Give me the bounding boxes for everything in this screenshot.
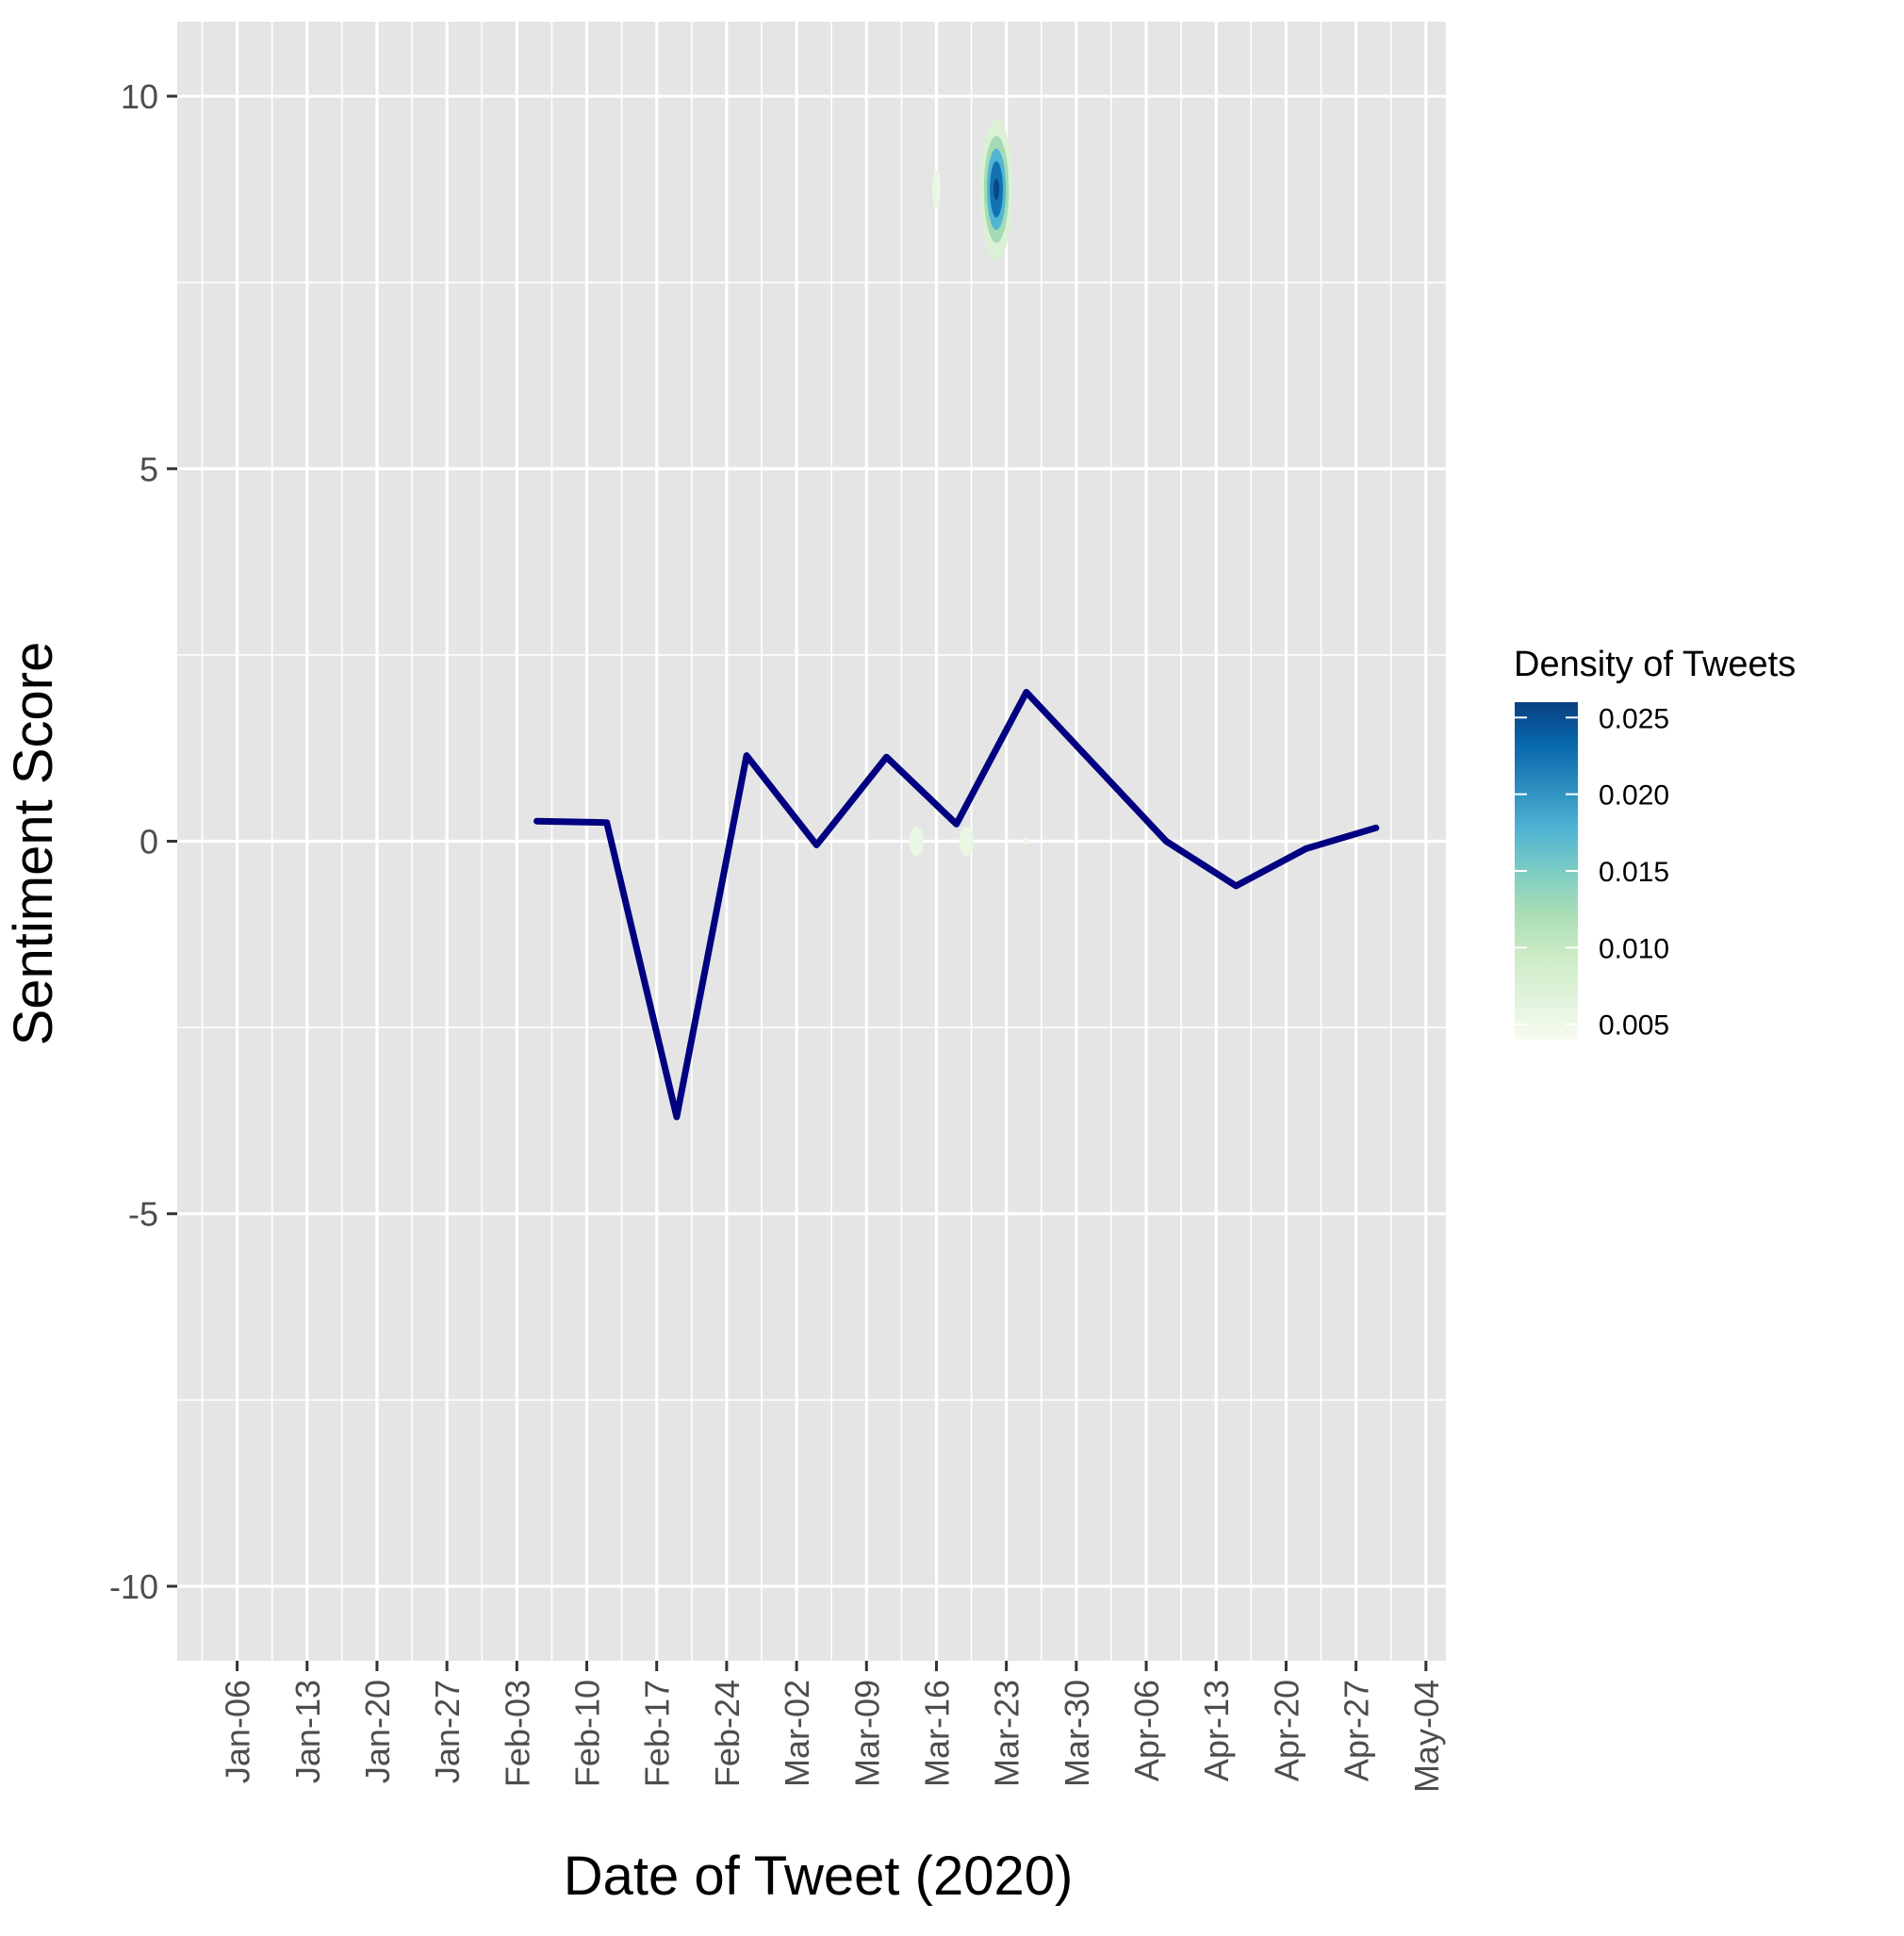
x-tick-label: Jan-06 [219, 1680, 257, 1783]
x-tick-label: Feb-03 [498, 1680, 536, 1787]
x-tick-label: Jan-13 [288, 1680, 327, 1783]
x-tick-label: Apr-13 [1197, 1680, 1236, 1781]
y-tick-label: -5 [128, 1195, 158, 1234]
y-axis-title: Sentiment Score [3, 642, 64, 1046]
x-axis-title: Date of Tweet (2020) [564, 1846, 1074, 1907]
x-tick-label: Feb-24 [708, 1680, 747, 1787]
x-tick-label: Mar-30 [1058, 1680, 1096, 1787]
x-tick-label: Feb-10 [568, 1680, 607, 1787]
legend-label: 0.010 [1599, 933, 1669, 964]
density-contours [909, 119, 1029, 857]
density-contour-band [959, 826, 974, 857]
legend-label: 0.015 [1599, 857, 1669, 888]
x-tick-label: Apr-27 [1338, 1680, 1376, 1781]
x-tick-label: May-04 [1407, 1680, 1446, 1793]
x-tick-label: Apr-20 [1267, 1680, 1305, 1781]
y-tick-label: 0 [140, 823, 158, 861]
x-tick-label: Feb-17 [638, 1680, 677, 1787]
sentiment-line-series [533, 688, 1380, 1121]
grid-lines [177, 22, 1446, 1661]
legend-title: Density of Tweets [1514, 645, 1796, 684]
x-tick-label: Apr-06 [1127, 1680, 1166, 1781]
x-tick-label: Mar-02 [778, 1680, 816, 1787]
density-contour-band [993, 178, 1000, 201]
density-contour-band [932, 170, 941, 208]
legend-label: 0.025 [1599, 703, 1669, 734]
legend-label: 0.005 [1599, 1010, 1669, 1042]
y-tick-label: 5 [140, 450, 158, 488]
legend-ticks: 0.025 0.020 0.015 0.010 0.005 [1515, 703, 1669, 1042]
x-tick-label: Mar-23 [988, 1680, 1026, 1787]
axes: -10 -5 0 5 10 Jan-06 Jan-13 Jan-20 Jan-27 Feb-03 F… [109, 77, 1446, 1793]
x-tick-label: Jan-27 [428, 1680, 467, 1783]
y-tick-label: 10 [121, 77, 158, 116]
legend-label: 0.020 [1599, 780, 1669, 812]
legend: Density of Tweets 0.0250.0200.0150.0100.… [1514, 645, 1796, 1042]
x-tick-label: Mar-09 [847, 1680, 886, 1787]
x-tick-label: Jan-20 [358, 1680, 397, 1783]
y-tick-label: -10 [109, 1567, 158, 1606]
density-contour-band [909, 826, 924, 857]
x-tick-label: Mar-16 [917, 1680, 956, 1787]
density-contour-band [1023, 837, 1029, 845]
